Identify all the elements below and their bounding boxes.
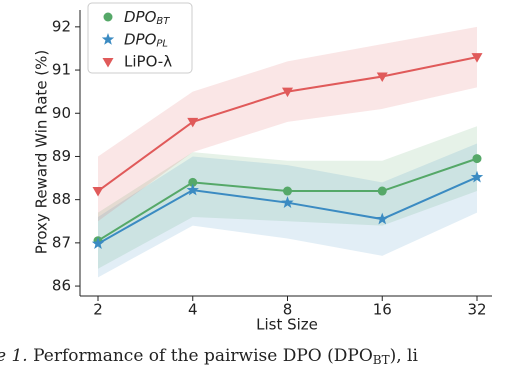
y-tick-label: 88 xyxy=(52,190,71,208)
x-tick-label: 2 xyxy=(93,301,103,319)
legend-label: LiPO-λ xyxy=(124,53,172,71)
caption-part: e 1. xyxy=(0,346,28,366)
legend-label: DPOBT xyxy=(124,8,170,28)
x-tick-label: 8 xyxy=(283,301,293,319)
y-tick-label: 89 xyxy=(52,147,71,165)
marker xyxy=(377,186,387,196)
marker xyxy=(470,170,484,183)
x-axis-label: List Size xyxy=(256,316,318,334)
marker xyxy=(92,187,104,197)
marker xyxy=(186,183,199,196)
legend-box xyxy=(87,2,193,74)
marker xyxy=(102,58,114,68)
caption-part: Performance of the pairwise DPO (DPO xyxy=(28,346,373,366)
marker xyxy=(281,196,294,208)
x-tick-label: 32 xyxy=(467,301,486,319)
caption: e 1. Performance of the pairwise DPO (DP… xyxy=(0,346,418,366)
marker xyxy=(376,212,389,225)
caption-part: BT xyxy=(373,353,390,366)
confidence-band xyxy=(98,143,477,278)
x-tick-label: 4 xyxy=(188,301,198,319)
caption-part: ), li xyxy=(390,346,419,366)
x-tick-label: 16 xyxy=(373,301,392,319)
marker xyxy=(471,53,483,63)
marker xyxy=(376,72,388,83)
y-axis-label: Proxy Reward Win Rate (%) xyxy=(33,50,51,255)
y-tick-label: 86 xyxy=(52,277,71,295)
y-tick-label: 87 xyxy=(52,233,71,251)
marker xyxy=(472,154,482,164)
marker xyxy=(188,177,198,187)
y-tick-label: 90 xyxy=(52,104,71,122)
marker xyxy=(101,33,115,45)
y-tick-label: 92 xyxy=(52,17,71,35)
marker xyxy=(283,186,292,196)
marker xyxy=(187,117,199,128)
marker xyxy=(91,237,105,249)
marker xyxy=(103,12,113,22)
marker xyxy=(282,87,293,98)
legend-label: DPOPL xyxy=(124,30,168,50)
y-tick-label: 91 xyxy=(52,61,71,79)
